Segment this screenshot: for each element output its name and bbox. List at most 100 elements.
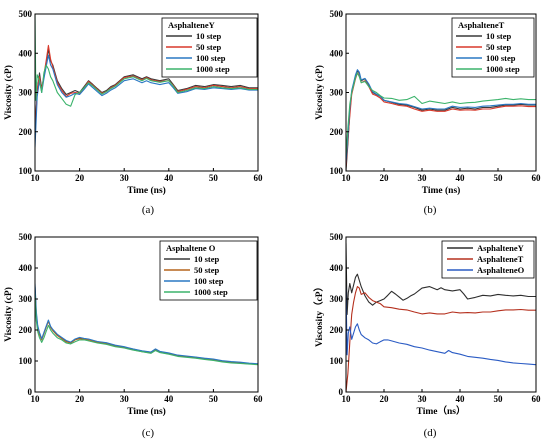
y-axis-label: Viscosity (cP)	[3, 65, 14, 120]
legend-label: 10 step	[486, 31, 512, 41]
x-tick-label: 30	[120, 394, 130, 404]
x-axis-label: Time (ns)	[127, 406, 166, 417]
legend-title: AsphalteneT	[458, 20, 505, 30]
plot-frame	[345, 236, 537, 393]
x-tick-label: 20	[380, 394, 390, 404]
series-line-2	[346, 286, 536, 392]
plot-frame	[34, 236, 259, 393]
x-tick-label: 20	[75, 394, 85, 404]
y-tick-label: 0	[339, 387, 344, 397]
chart-panel-b: 10 20 30 40 50 60 100 200 300 400 500 Time (ns) Visc…	[314, 9, 541, 216]
y-tick-label: 500	[19, 9, 33, 19]
panel-caption: (c)	[142, 427, 155, 439]
y-tick-label: 500	[330, 232, 344, 242]
legend-label: 100 step	[486, 53, 516, 63]
x-axis-label: Time (ns)	[127, 185, 166, 196]
chart-panel-c: 10 20 30 40 50 60 0 100 200 300 400 500 Time (ns) Vis…	[3, 232, 263, 439]
y-tick-label: 400	[330, 263, 344, 273]
series-line-1	[346, 70, 536, 171]
y-tick-label: 300	[19, 294, 33, 304]
series-line-3	[346, 69, 536, 164]
y-tick-label: 100	[330, 356, 344, 366]
y-axis-label: Viscosity (cP)	[3, 287, 14, 342]
y-tick-label: 200	[330, 325, 344, 335]
legend-label: 100 step	[194, 276, 224, 286]
legend-label: 10 step	[196, 31, 222, 41]
y-tick-label: 500	[19, 232, 33, 242]
y-axis-label: Viscosity (cP)	[314, 65, 325, 120]
y-tick-label: 400	[19, 48, 33, 58]
legend-title: AsphalteneY	[168, 20, 215, 30]
y-tick-label: 100	[19, 166, 33, 176]
x-tick-label: 40	[164, 394, 174, 404]
x-tick-label: 60	[532, 394, 542, 404]
y-axis-label: Viscosity（cP）	[313, 282, 325, 347]
legend-label: 10 step	[194, 254, 220, 264]
legend-label: AsphalteneT	[477, 254, 524, 264]
y-tick-label: 500	[330, 9, 344, 19]
series-line-4	[346, 72, 536, 156]
x-tick-label: 50	[209, 394, 219, 404]
legend-title: Asphaltene O	[166, 243, 216, 253]
y-tick-label: 400	[19, 263, 33, 273]
series-group	[346, 69, 536, 171]
series-group	[35, 283, 258, 366]
series-line-2	[346, 72, 536, 168]
panel-caption: (d)	[424, 427, 437, 439]
x-tick-label: 60	[254, 394, 264, 404]
x-axis-label: Time (ns)	[422, 185, 461, 196]
x-tick-label: 10	[31, 394, 41, 404]
x-tick-label: 20	[380, 173, 390, 183]
y-tick-label: 400	[330, 48, 344, 58]
series-group	[346, 243, 536, 392]
panel-caption: (b)	[424, 204, 437, 216]
series-line-4	[35, 292, 258, 366]
y-tick-label: 200	[330, 127, 344, 137]
legend-label: 50 step	[196, 42, 222, 52]
series-line-4	[35, 14, 258, 107]
series-group	[35, 14, 258, 148]
x-tick-label: 50	[494, 394, 504, 404]
y-tick-label: 100	[330, 166, 344, 176]
x-tick-label: 60	[532, 173, 542, 183]
x-tick-label: 10	[31, 173, 41, 183]
legend-label: AsphalteneO	[477, 265, 525, 275]
legend-label: 1000 step	[194, 287, 228, 297]
x-tick-label: 40	[164, 173, 174, 183]
x-tick-label: 20	[75, 173, 85, 183]
series-line-3	[35, 283, 258, 365]
chart-panel-d: 10 20 30 40 50 60 0 100 200 300 400 500 Time（ns） Visc…	[313, 232, 541, 439]
x-tick-label: 30	[120, 173, 130, 183]
y-tick-label: 200	[19, 127, 33, 137]
x-tick-label: 60	[254, 173, 264, 183]
y-tick-label: 100	[19, 356, 33, 366]
legend-label: 100 step	[196, 53, 226, 63]
y-tick-label: 300	[19, 88, 33, 98]
x-tick-label: 40	[456, 394, 466, 404]
y-tick-label: 300	[330, 294, 344, 304]
series-line-2	[35, 289, 258, 365]
legend-label: AsphalteneY	[477, 243, 524, 253]
y-tick-label: 0	[28, 387, 33, 397]
legend-label: 1000 step	[196, 64, 230, 74]
legend-label: 50 step	[194, 265, 220, 275]
x-tick-label: 10	[342, 173, 352, 183]
legend-label: 50 step	[486, 42, 512, 52]
x-tick-label: 40	[456, 173, 466, 183]
panel-caption: (a)	[142, 204, 155, 216]
x-tick-label: 50	[209, 173, 219, 183]
series-line-3	[35, 54, 258, 148]
y-tick-label: 300	[330, 88, 344, 98]
x-tick-label: 10	[342, 394, 352, 404]
legend-label: 1000 step	[486, 64, 520, 74]
x-tick-label: 50	[494, 173, 504, 183]
x-axis-label: Time（ns）	[417, 405, 466, 417]
chart-panel-a: 10 20 30 40 50 60 100 200 300 400 500 Time (ns) Visc…	[3, 9, 263, 216]
x-tick-label: 30	[418, 394, 428, 404]
x-tick-label: 30	[418, 173, 428, 183]
